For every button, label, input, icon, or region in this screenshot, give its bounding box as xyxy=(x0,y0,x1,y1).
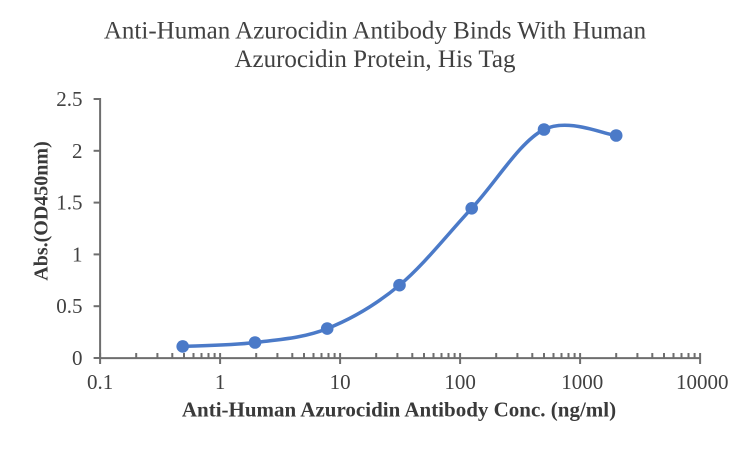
svg-text:Azurocidin Protein, His Tag: Azurocidin Protein, His Tag xyxy=(234,46,516,73)
svg-text:Abs.(OD450nm): Abs.(OD450nm) xyxy=(31,141,53,280)
svg-text:Anti-Human Azurocidin Antibody: Anti-Human Azurocidin Antibody Conc. (ng… xyxy=(182,398,616,422)
svg-text:1.5: 1.5 xyxy=(56,191,82,215)
svg-text:1: 1 xyxy=(72,242,83,266)
svg-text:100: 100 xyxy=(444,370,476,394)
svg-text:0: 0 xyxy=(72,346,83,370)
svg-text:1000: 1000 xyxy=(561,370,603,394)
svg-text:0.5: 0.5 xyxy=(56,294,82,318)
svg-text:10000: 10000 xyxy=(676,370,729,394)
svg-text:2.5: 2.5 xyxy=(56,87,82,111)
svg-text:10: 10 xyxy=(330,370,351,394)
svg-text:2: 2 xyxy=(72,139,83,163)
svg-text:0.1: 0.1 xyxy=(87,370,113,394)
svg-text:Anti-Human Azurocidin Antibody: Anti-Human Azurocidin Antibody Binds Wit… xyxy=(104,18,647,45)
svg-text:1: 1 xyxy=(215,370,226,394)
